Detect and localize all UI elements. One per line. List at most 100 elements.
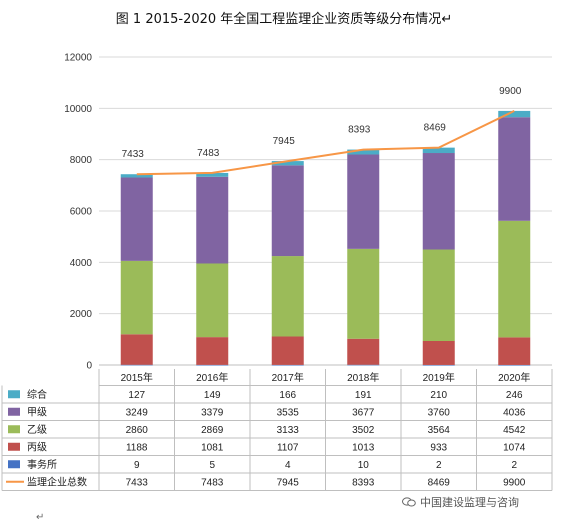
table-cell: 5 (209, 460, 215, 471)
table-cell: 3535 (277, 407, 300, 418)
bar-segment-0 (120, 364, 153, 366)
table-row-label: 丙级 (27, 441, 47, 453)
table-cell: 7945 (277, 477, 300, 488)
table-cell: 127 (128, 390, 145, 401)
y-tick-label: 2000 (70, 309, 93, 320)
bar-segment-1 (196, 172, 229, 177)
table-cell: 2860 (126, 425, 149, 436)
table-cell: 1074 (503, 442, 526, 453)
y-tick-label: 4000 (70, 258, 93, 269)
legend-key (8, 407, 20, 416)
table-cell: 10 (358, 460, 370, 471)
chart-title-text: 图 1 2015-2020 年全国工程监理企业资质等级分布情况 (115, 12, 442, 27)
table-cell: 933 (430, 442, 447, 453)
table-cell: 4 (285, 460, 291, 471)
table-cell: 166 (279, 390, 296, 401)
bar-segment-5 (498, 110, 531, 118)
data-label: 8393 (348, 125, 371, 136)
table-cell: 149 (204, 390, 221, 401)
table-cell: 210 (430, 390, 447, 401)
bar-segment-5 (498, 117, 531, 221)
x-tick-label: 2015年 (121, 371, 153, 384)
bar-segment-4 (422, 364, 455, 366)
y-tick-label: 6000 (70, 207, 93, 218)
bar-segment-3 (347, 364, 380, 366)
table-cell: 7433 (126, 477, 149, 488)
table-cell: 1081 (201, 442, 224, 453)
table-cell: 3379 (201, 407, 224, 418)
table-cell: 3502 (352, 425, 375, 436)
bar-segment-2 (271, 165, 304, 257)
table-row-label: 乙级 (27, 424, 47, 436)
table-cell: 3133 (277, 425, 300, 436)
y-tick-label: 12000 (64, 53, 92, 64)
bar-segment-3 (347, 149, 380, 155)
bar-segment-4 (422, 249, 455, 342)
table-cell: 1107 (277, 442, 299, 453)
table-cell: 8393 (352, 477, 375, 488)
bar-segment-4 (422, 341, 455, 365)
bar-segment-5 (498, 337, 531, 365)
table-cell: 3760 (428, 407, 451, 418)
y-tick-label: 0 (86, 361, 92, 372)
paragraph-mark: ↵ (441, 12, 453, 27)
bar-segment-0 (120, 334, 153, 365)
table-cell: 3249 (126, 407, 149, 418)
table-cell: 2 (511, 460, 517, 471)
bar-segment-0 (120, 260, 153, 335)
bar-segment-1 (196, 176, 229, 264)
table-cell: 7483 (201, 477, 224, 488)
bar-segment-1 (196, 263, 229, 338)
data-label: 8469 (424, 123, 447, 134)
y-tick-label: 10000 (64, 104, 92, 115)
chart-title: 图 1 2015-2020 年全国工程监理企业资质等级分布情况↵ (0, 8, 568, 27)
bar-segment-2 (271, 161, 304, 166)
x-tick-label: 2020年 (498, 371, 530, 384)
bar-segment-3 (347, 248, 380, 339)
bar-segment-2 (271, 256, 304, 337)
table-cell: 1013 (352, 442, 375, 453)
bar-segment-4 (422, 153, 455, 250)
watermark-text: 中国建设监理与咨询 (420, 496, 519, 509)
y-tick-label: 8000 (70, 155, 93, 166)
table-cell: 246 (506, 390, 523, 401)
bar-segment-5 (498, 220, 531, 338)
bar-segment-0 (120, 174, 153, 178)
table-row-label: 综合 (27, 388, 47, 401)
table-cell: 9900 (503, 477, 526, 488)
bar-segment-1 (196, 364, 229, 366)
x-tick-label: 2016年 (196, 371, 228, 384)
table-row-label: 甲级 (27, 406, 47, 418)
bar-segment-2 (271, 336, 304, 365)
table-cell: 4036 (503, 407, 526, 418)
bar-segment-5 (498, 364, 531, 366)
table-cell: 191 (355, 390, 372, 401)
wechat-icon (402, 497, 416, 507)
x-tick-label: 2017年 (272, 371, 304, 384)
bar-segment-3 (347, 154, 380, 249)
table-cell: 8469 (428, 477, 451, 488)
table-cell: 1188 (126, 442, 148, 453)
legend-key (8, 442, 20, 451)
table-cell: 2 (436, 460, 442, 471)
legend-key (8, 425, 20, 434)
data-label: 7433 (122, 149, 145, 160)
paragraph-mark: ↵ (36, 512, 45, 523)
table-cell: 2869 (201, 425, 224, 436)
table-cell: 4542 (503, 425, 526, 436)
watermark: 中国建设监理与咨询 (402, 494, 519, 510)
x-tick-label: 2018年 (347, 371, 379, 384)
total-line (136, 110, 515, 176)
data-label: 9900 (499, 86, 522, 97)
data-label: 7483 (197, 148, 220, 159)
table-cell: 9 (134, 460, 140, 471)
table-row-label: 监理企业总数 (27, 475, 87, 488)
table-row-label: 事务所 (27, 458, 57, 471)
legend-key (8, 460, 20, 469)
data-label: 7945 (273, 136, 296, 147)
x-tick-label: 2019年 (423, 371, 455, 384)
bar-segment-1 (196, 337, 229, 365)
bar-segment-0 (120, 177, 153, 261)
bar-segment-3 (347, 338, 380, 365)
